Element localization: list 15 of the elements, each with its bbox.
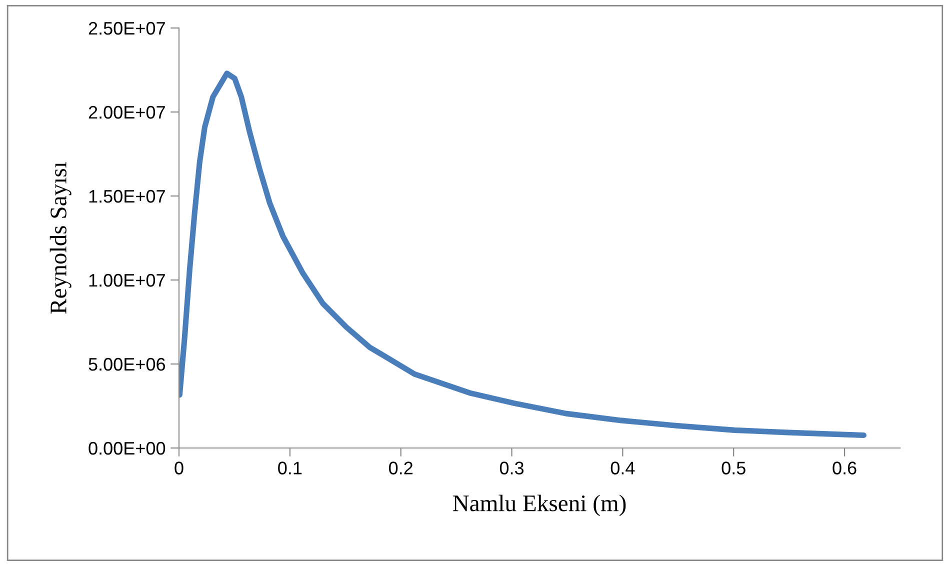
y-tick-label: 2.00E+07 xyxy=(88,106,165,119)
x-axis-title: Namlu Ekseni (m) xyxy=(452,494,626,516)
y-tick-label: 0.00E+00 xyxy=(88,442,166,455)
y-tick-label: 1.00E+07 xyxy=(89,274,165,287)
x-tick-label: 0.2 xyxy=(389,462,412,474)
x-tick-label: 0.1 xyxy=(278,462,302,474)
x-tick-label: 0.5 xyxy=(722,462,746,474)
y-tick-label: 1.50E+07 xyxy=(89,190,165,203)
x-tick-label: 0.4 xyxy=(610,462,635,474)
x-tick-label: 0 xyxy=(174,462,184,474)
x-tick-label: 0.6 xyxy=(832,462,856,474)
y-axis-title: Reynolds Sayısı xyxy=(50,162,72,314)
y-tick-label: 5.00E+06 xyxy=(88,358,166,371)
y-tick-label: 2.50E+07 xyxy=(88,22,165,35)
x-tick-label: 0.3 xyxy=(500,462,524,474)
